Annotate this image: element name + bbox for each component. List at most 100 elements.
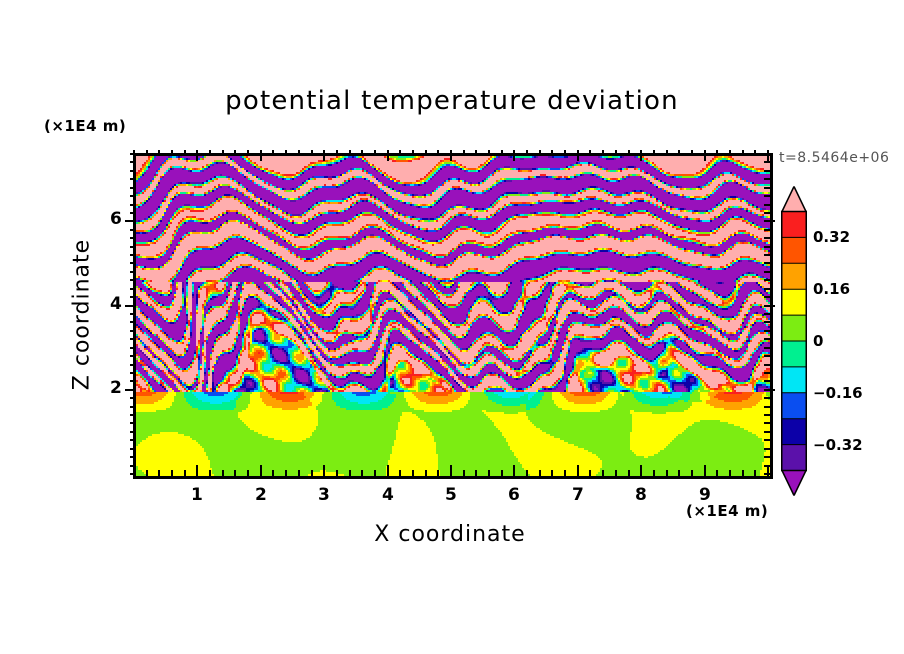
axis-tick bbox=[450, 465, 452, 476]
axis-tick bbox=[764, 296, 770, 298]
axis-tick bbox=[260, 150, 262, 161]
axis-tick bbox=[209, 150, 211, 156]
axis-tick bbox=[764, 220, 775, 222]
axis-tick bbox=[615, 470, 617, 476]
colorbar-tick-label: −0.16 bbox=[813, 384, 863, 402]
axis-tick bbox=[764, 338, 770, 340]
axis-tick bbox=[130, 271, 136, 273]
axis-tick bbox=[704, 150, 706, 161]
axis-tick bbox=[130, 439, 136, 441]
axis-tick bbox=[764, 246, 770, 248]
axis-tick bbox=[130, 380, 136, 382]
axis-tick bbox=[628, 150, 630, 156]
axis-tick bbox=[184, 150, 186, 156]
axis-tick bbox=[130, 347, 136, 349]
colorbar[interactable] bbox=[781, 186, 807, 496]
x-tick-label: 2 bbox=[255, 485, 267, 505]
x-tick-label: 1 bbox=[191, 485, 203, 505]
axis-tick bbox=[501, 150, 503, 156]
z-axis-title: Z coordinate bbox=[69, 238, 95, 391]
axis-tick bbox=[450, 150, 452, 161]
axis-tick bbox=[551, 470, 553, 476]
x-tick-label: 7 bbox=[572, 485, 584, 505]
axis-tick bbox=[653, 470, 655, 476]
axis-tick bbox=[146, 150, 148, 156]
axis-tick bbox=[130, 288, 136, 290]
axis-tick bbox=[130, 448, 136, 450]
axis-tick bbox=[130, 473, 136, 475]
axis-tick bbox=[767, 465, 769, 476]
axis-tick bbox=[146, 470, 148, 476]
axis-tick bbox=[125, 389, 136, 391]
axis-tick bbox=[764, 355, 770, 357]
axis-tick bbox=[285, 470, 287, 476]
axis-tick bbox=[130, 187, 136, 189]
axis-tick bbox=[361, 150, 363, 156]
axis-tick bbox=[653, 150, 655, 156]
x-tick-label: 9 bbox=[699, 485, 711, 505]
axis-tick bbox=[158, 150, 160, 156]
axis-tick bbox=[764, 321, 770, 323]
axis-tick bbox=[666, 470, 668, 476]
axis-tick bbox=[764, 212, 770, 214]
axis-tick bbox=[764, 347, 770, 349]
axis-tick bbox=[158, 470, 160, 476]
x-axis-unit-label: (×1E4 m) bbox=[686, 502, 769, 520]
axis-tick bbox=[234, 150, 236, 156]
axis-tick bbox=[691, 470, 693, 476]
axis-tick bbox=[767, 150, 769, 161]
axis-tick bbox=[361, 470, 363, 476]
axis-tick bbox=[196, 465, 198, 476]
axis-tick bbox=[260, 465, 262, 476]
axis-tick bbox=[130, 178, 136, 180]
z-tick-label: 2 bbox=[110, 378, 122, 398]
axis-tick bbox=[764, 229, 770, 231]
axis-tick bbox=[764, 271, 770, 273]
axis-tick bbox=[764, 389, 775, 391]
axis-tick bbox=[399, 150, 401, 156]
axis-tick bbox=[764, 397, 770, 399]
colorbar-tick-label: 0 bbox=[813, 332, 824, 350]
axis-tick bbox=[130, 153, 136, 155]
axis-tick bbox=[742, 150, 744, 156]
z-axis-unit-label: (×1E4 m) bbox=[44, 117, 127, 135]
axis-tick bbox=[130, 330, 136, 332]
axis-tick bbox=[130, 338, 136, 340]
axis-tick bbox=[247, 470, 249, 476]
axis-tick bbox=[564, 470, 566, 476]
axis-tick bbox=[539, 470, 541, 476]
axis-tick bbox=[130, 161, 136, 163]
axis-tick bbox=[336, 150, 338, 156]
axis-tick bbox=[387, 465, 389, 476]
axis-tick bbox=[764, 204, 770, 206]
axis-tick bbox=[764, 465, 770, 467]
axis-tick bbox=[640, 150, 642, 161]
axis-tick bbox=[640, 465, 642, 476]
axis-tick bbox=[130, 170, 136, 172]
axis-tick bbox=[475, 150, 477, 156]
axis-tick bbox=[311, 150, 313, 156]
axis-tick bbox=[125, 220, 136, 222]
axis-tick bbox=[463, 150, 465, 156]
axis-tick bbox=[323, 465, 325, 476]
axis-tick bbox=[171, 470, 173, 476]
axis-tick bbox=[272, 470, 274, 476]
axis-tick bbox=[209, 470, 211, 476]
axis-tick bbox=[412, 150, 414, 156]
axis-tick bbox=[764, 187, 770, 189]
axis-tick bbox=[130, 195, 136, 197]
axis-tick bbox=[764, 473, 770, 475]
axis-tick bbox=[130, 431, 136, 433]
axis-tick bbox=[130, 313, 136, 315]
axis-tick bbox=[374, 150, 376, 156]
axis-tick bbox=[130, 212, 136, 214]
axis-tick bbox=[754, 150, 756, 156]
axis-tick bbox=[764, 288, 770, 290]
axis-tick bbox=[336, 470, 338, 476]
axis-tick bbox=[222, 150, 224, 156]
axis-tick bbox=[130, 296, 136, 298]
axis-tick bbox=[130, 229, 136, 231]
axis-tick bbox=[349, 470, 351, 476]
axis-tick bbox=[589, 150, 591, 156]
